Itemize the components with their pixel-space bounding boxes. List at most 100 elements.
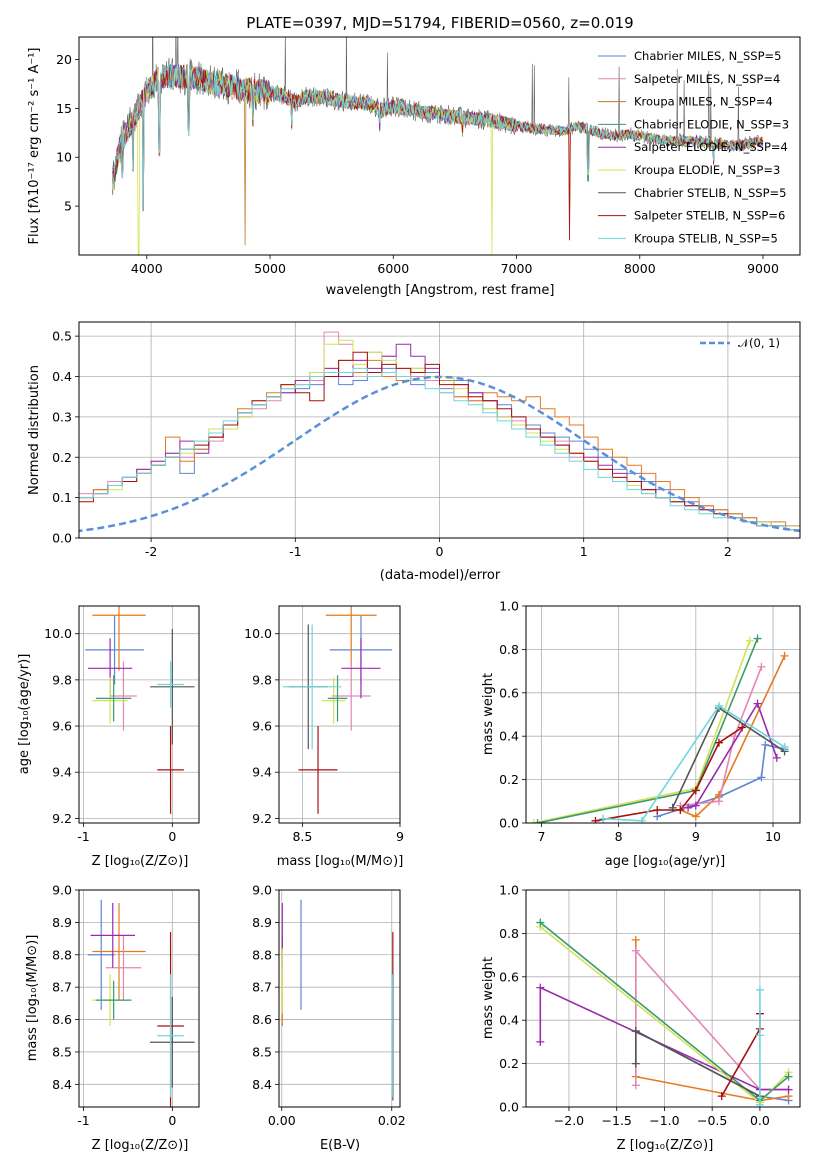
- y-tick-label: 0.8: [499, 642, 519, 657]
- residuals-panel: -2 -1 0 1 2 0.0 0.1 0.2 0.3 0.4 0.5 (data-model)/e…: [27, 321, 801, 583]
- errorbar-point: [90, 902, 135, 968]
- x-tick-label: 8: [615, 829, 623, 844]
- plot-content: [87, 899, 195, 1107]
- y-tick-label: 20: [56, 52, 72, 67]
- y-tick-label: 0.2: [499, 1056, 519, 1071]
- axes-frame: [525, 605, 801, 824]
- y-tick-label: 0.3: [52, 409, 72, 424]
- plot-content: [282, 606, 393, 814]
- weight-point-marker: [714, 738, 723, 747]
- errorbar-point: [321, 677, 346, 724]
- errorbar-point: [298, 726, 338, 814]
- x-tick-label: -1: [77, 829, 89, 844]
- age-vs-z-panel: -1 0 9.2 9.4 9.6 9.8 10.0 Z [log₁₀(Z/Z⊙)] age …: [17, 605, 200, 869]
- y-tick-label: 8.6: [52, 1012, 72, 1027]
- x-tick-label: 2: [724, 544, 732, 559]
- weight-vs-z-panel: −2.0 −1.5 −1.0 −0.5 0.0 0.0 0.2 0.4 0.6 0.8 1.0 Z …: [481, 883, 801, 1153]
- x-tick-label: 4000: [131, 261, 163, 276]
- y-tick-label: 0.1: [52, 490, 72, 505]
- x-tick-label: 0.00: [268, 1113, 296, 1128]
- y-tick-label: 9.2: [52, 811, 72, 826]
- axes-frame: [78, 36, 801, 256]
- weight-point-marker: [755, 1100, 764, 1107]
- errorbar-point: [110, 661, 137, 731]
- weight-point-marker: [753, 634, 762, 643]
- y-tick-label: 0.2: [499, 772, 519, 787]
- spectrum-line-9: [111, 62, 764, 212]
- x-tick-label: 0: [436, 544, 444, 559]
- x-tick-label: 6000: [377, 261, 409, 276]
- weight-vs-age-panel: 7 8 9 10 0.0 0.2 0.4 0.6 0.8 1.0 age [log₁₀(age/y…: [481, 599, 801, 869]
- legend-label: Chabrier ELODIE, N_SSP=3: [634, 117, 789, 131]
- residuals-legend: 𝒩(0, 1): [700, 336, 780, 350]
- weight-point-marker: [653, 805, 662, 814]
- mass-vs-ebv-plot-area: 0.00 0.02 8.4 8.5 8.6 8.7 8.8 8.9 9.0: [252, 883, 406, 1129]
- errorbar-point: [341, 638, 381, 699]
- x-tick-label: 7000: [501, 261, 533, 276]
- y-tick-label: 0.0: [499, 816, 519, 831]
- y-tick-label: 15: [56, 101, 72, 116]
- errorbar-point: [282, 624, 342, 750]
- y-tick-label: 8.9: [252, 915, 272, 930]
- weight-point-marker: [757, 773, 766, 782]
- y-tick-label: 0.5: [52, 329, 72, 344]
- x-tick-label: 0.0: [750, 1113, 770, 1128]
- weight-point-marker: [738, 723, 747, 732]
- y-tick-label: 9.2: [252, 811, 272, 826]
- y-tick-label: 8.5: [52, 1044, 72, 1059]
- weight-point-marker: [757, 662, 766, 671]
- x-tick-label: −0.5: [697, 1113, 727, 1128]
- y-tick-label: 8.5: [252, 1044, 272, 1059]
- age-vs-mass-xlabel: mass [log₁₀(M/M⊙)]: [277, 854, 404, 869]
- age-vs-z-ylabel: age [log₁₀(age/yr)]: [17, 654, 32, 775]
- mass-vs-z-plot-area: -1 0 8.4 8.5 8.6 8.7 8.8 8.9 9.0: [52, 883, 200, 1128]
- weight-point-marker: [714, 701, 723, 710]
- weight-point-marker: [637, 816, 646, 823]
- age-vs-z-plot-area: -1 0 9.2 9.4 9.6 9.8 10.0: [44, 605, 200, 844]
- y-tick-label: 9.4: [52, 765, 72, 780]
- axes-frame: [278, 889, 401, 1108]
- y-tick-label: 8.6: [252, 1012, 272, 1027]
- weight-point-marker: [684, 803, 693, 812]
- axes-frame: [78, 605, 200, 824]
- weight-point-marker: [631, 946, 640, 955]
- plot-content: [536, 918, 793, 1107]
- errorbar-point: [92, 902, 146, 1001]
- weight-point-marker: [784, 1072, 793, 1081]
- errorbar-point: [157, 974, 184, 1098]
- weight-point-marker: [761, 740, 770, 749]
- errorbar-point: [92, 677, 128, 724]
- y-tick-label: 0.4: [499, 729, 519, 744]
- weight-point-marker: [755, 985, 764, 994]
- weight-point-marker: [691, 801, 700, 810]
- weight-vs-age-ylabel: mass weight: [481, 673, 496, 755]
- x-tick-label: 9: [692, 829, 700, 844]
- weight-series-9: [599, 701, 789, 823]
- weight-point-marker: [631, 1027, 640, 1036]
- errorbar-point: [157, 661, 184, 708]
- mass-vs-ebv-panel: 0.00 0.02 8.4 8.5 8.6 8.7 8.8 8.9 9.0 E(B-V): [252, 883, 406, 1154]
- legend-label: Chabrier STELIB, N_SSP=5: [634, 186, 786, 200]
- mass-vs-z-ylabel: mass [log₁₀(M/M⊙)]: [25, 935, 40, 1062]
- weight-vs-z-plot-area: −2.0 −1.5 −1.0 −0.5 0.0 0.0 0.2 0.4 0.6 0.8 1.0: [499, 883, 801, 1128]
- errorbar-point: [105, 935, 142, 1001]
- legend-label: Kroupa ELODIE, N_SSP=3: [634, 163, 780, 177]
- y-tick-label: 1.0: [499, 599, 519, 614]
- y-tick-label: 8.7: [252, 980, 272, 995]
- weight-point-marker: [780, 651, 789, 660]
- x-tick-label: 8.5: [292, 829, 312, 844]
- mass-vs-ebv-xlabel: E(B-V): [320, 1138, 360, 1153]
- y-tick-label: 8.9: [52, 915, 72, 930]
- weight-series-line: [680, 666, 763, 807]
- weight-point-marker: [691, 812, 700, 821]
- weight-point-marker: [717, 1092, 726, 1101]
- weight-point-marker: [599, 814, 608, 823]
- errorbar-point: [92, 606, 146, 671]
- weight-point-marker: [780, 743, 789, 752]
- plot-content: [529, 634, 789, 823]
- age-vs-mass-panel: 8.5 9 9.2 9.4 9.6 9.8 10.0 mass [log₁₀(M/M⊙)]: [244, 605, 404, 869]
- x-tick-label: 0.02: [378, 1113, 406, 1128]
- y-tick-label: 0.2: [52, 450, 72, 465]
- legend-label: Kroupa MILES, N_SSP=4: [634, 95, 773, 109]
- legend-label: Salpeter STELIB, N_SSP=6: [634, 209, 785, 223]
